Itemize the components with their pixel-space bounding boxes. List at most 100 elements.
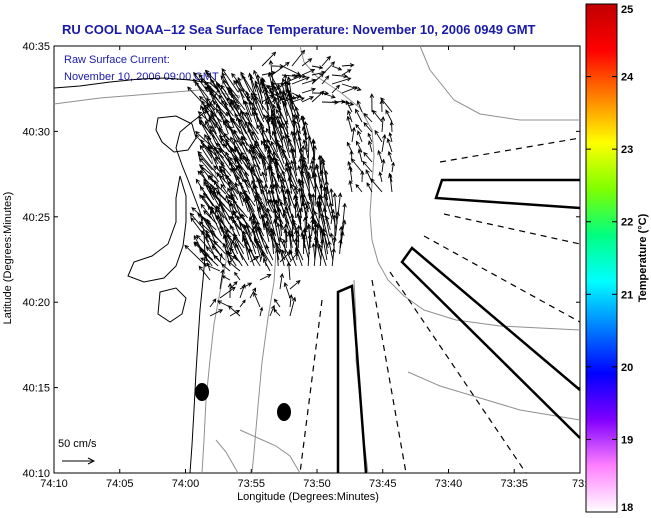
current-vector [221, 275, 231, 281]
current-vector [256, 239, 273, 267]
current-vector [296, 224, 301, 249]
current-vector [271, 130, 285, 159]
current-vector [322, 207, 331, 237]
current-vector [211, 245, 226, 261]
current-vector [320, 229, 328, 261]
contour-1 [53, 89, 241, 105]
current-vector [378, 171, 383, 183]
current-vector [281, 65, 302, 76]
current-vector [360, 170, 365, 183]
current-vector [213, 240, 226, 255]
current-vector [374, 129, 383, 143]
current-vector [332, 192, 338, 225]
lane-3 [423, 235, 581, 323]
current-vector [271, 92, 286, 100]
current-vector [198, 265, 211, 281]
current-vector [323, 192, 333, 219]
current-vector [259, 178, 268, 207]
current-vector [259, 154, 268, 183]
current-vector [301, 68, 316, 76]
map-area: Raw Surface Current: November 10, 2006 0… [53, 45, 581, 474]
current-vector [233, 129, 249, 159]
current-vector [331, 73, 349, 79]
current-vector [266, 165, 275, 195]
current-vector [339, 230, 345, 249]
current-vector [249, 255, 260, 263]
current-vector [252, 220, 269, 249]
current-vector [327, 240, 334, 261]
current-vector [286, 188, 297, 213]
current-vector [300, 169, 311, 195]
current-vector [202, 104, 223, 123]
current-vector [319, 183, 324, 207]
current-vector [237, 76, 245, 93]
current-vector [301, 78, 317, 85]
current-vector [197, 150, 220, 177]
current-vector [254, 140, 267, 159]
current-vector [239, 283, 246, 299]
current-vector [363, 151, 373, 163]
current-vector [206, 233, 220, 255]
current-vector [239, 222, 257, 249]
current-vector [259, 252, 264, 263]
current-vector [253, 225, 263, 249]
current-vector [259, 306, 264, 317]
current-vector [331, 247, 336, 267]
overlay-line-1: Raw Surface Current: [64, 54, 170, 66]
current-vector [219, 286, 236, 299]
current-vector [355, 140, 363, 153]
current-vector [281, 95, 301, 103]
current-vector [261, 213, 270, 243]
current-vector [381, 158, 386, 173]
colorbar-ticks: 25 24 23 22 21 20 19 18 [586, 3, 634, 514]
current-vector [293, 195, 302, 225]
current-vector [278, 248, 285, 267]
y-tick-label: 40:20 [22, 297, 50, 309]
current-vector [301, 96, 314, 103]
x-tick-label: 74:10 [40, 478, 68, 490]
current-vector [341, 63, 355, 68]
colorbar-tick-label: 21 [621, 289, 633, 301]
current-vector [230, 186, 239, 201]
current-vector [217, 171, 226, 189]
contour-9 [215, 439, 239, 474]
current-vector [260, 188, 273, 213]
current-vector [351, 126, 356, 143]
current-vector [355, 123, 363, 133]
current-vector [265, 127, 278, 147]
channel-south [336, 284, 368, 474]
current-vector [275, 90, 283, 123]
contour-4 [419, 45, 580, 121]
current-vector [204, 253, 219, 267]
current-vector [253, 291, 261, 308]
current-vector [266, 207, 277, 237]
current-vector [216, 300, 231, 308]
current-vector [283, 223, 289, 243]
current-vector [212, 100, 228, 117]
current-vector [288, 294, 294, 308]
x-tick-label: 74:05 [106, 478, 134, 490]
current-vector [239, 299, 246, 308]
y-tick-label: 40:10 [22, 468, 50, 480]
current-vector [318, 154, 324, 177]
current-vector [279, 272, 285, 290]
current-vector [377, 149, 383, 163]
current-vector [275, 108, 289, 135]
current-vector [270, 156, 286, 183]
current-vector [321, 100, 339, 105]
current-vector [283, 281, 291, 299]
current-vector [388, 173, 393, 193]
current-vector [239, 118, 254, 147]
current-vector [204, 120, 218, 147]
lane-2 [443, 213, 581, 245]
lane-1 [439, 137, 581, 163]
current-vector [271, 81, 292, 86]
current-vector [362, 160, 373, 173]
current-vector [291, 96, 305, 103]
map-title: RU COOL NOAA–12 Sea Surface Temperature:… [62, 22, 536, 37]
current-vector [313, 183, 319, 207]
colorbar-tick-label: 23 [621, 144, 633, 156]
current-vector [294, 247, 303, 267]
colorbar-tick-label: 24 [621, 72, 634, 84]
